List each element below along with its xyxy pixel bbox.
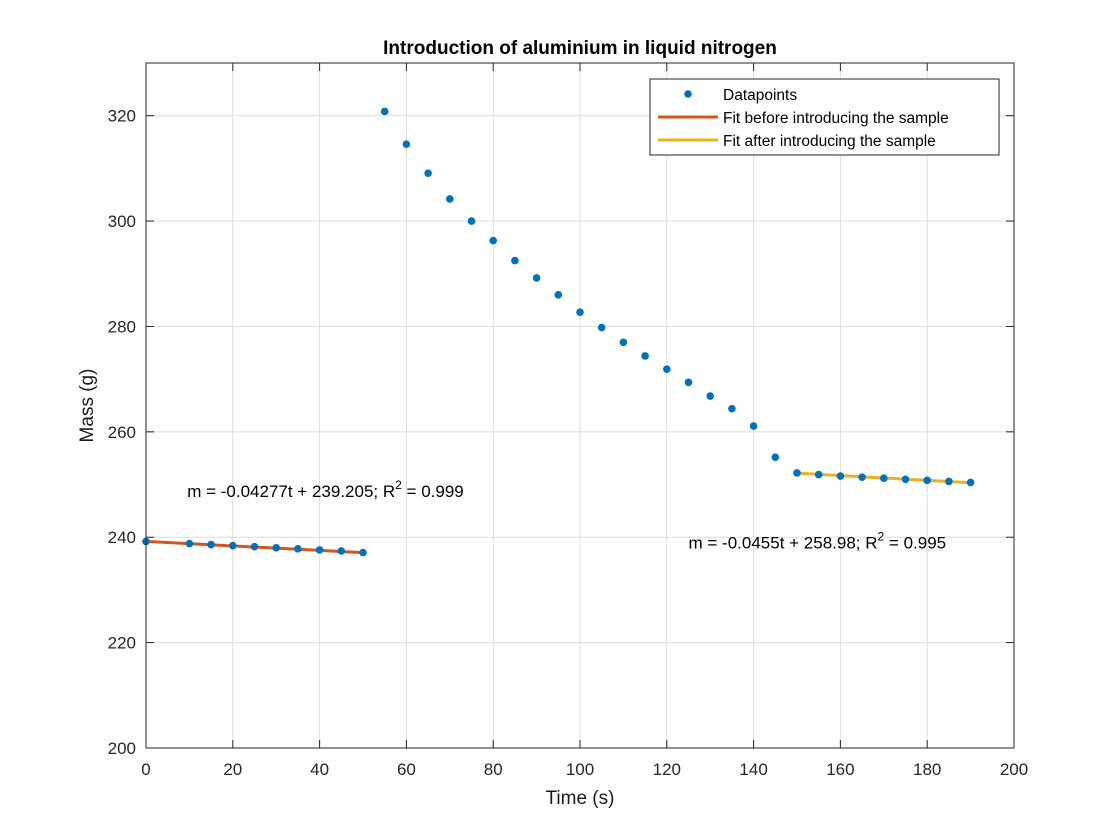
datapoint-marker <box>793 469 801 477</box>
y-axis-label: Mass (g) <box>77 369 98 443</box>
x-tick-label: 140 <box>739 760 767 779</box>
x-tick-label: 160 <box>826 760 854 779</box>
datapoint-marker <box>619 338 628 347</box>
x-axis-label: Time (s) <box>546 788 615 809</box>
datapoint-marker <box>359 548 367 557</box>
datapoint-marker <box>663 365 671 373</box>
datapoint-marker <box>728 404 736 413</box>
datapoint-marker <box>749 422 758 430</box>
datapoints <box>142 107 975 557</box>
datapoint-marker <box>706 392 714 400</box>
datapoint-marker <box>966 478 975 487</box>
datapoint-marker <box>532 274 541 282</box>
datapoint-marker <box>576 308 584 317</box>
y-tick-label: 220 <box>108 634 136 653</box>
datapoint-marker <box>554 291 563 299</box>
datapoint-marker <box>467 217 476 225</box>
fit-equation-label: m = -0.0455t + 258.98; R2 = 0.995 <box>689 529 947 552</box>
x-tick-label: 20 <box>223 760 242 779</box>
datapoint-marker <box>207 540 215 549</box>
datapoint-marker <box>771 453 780 461</box>
x-tick-label: 60 <box>397 760 416 779</box>
datapoint-marker <box>836 472 845 480</box>
x-tick-label: 120 <box>653 760 681 779</box>
equation-text: m = -0.0455t + 258.98; R <box>689 533 878 552</box>
datapoint-marker <box>294 545 302 553</box>
chart-title: Introduction of aluminium in liquid nitr… <box>383 38 777 59</box>
x-tick-labels: 0 20 40 60 80 100 120 140 160 180 200 <box>141 760 1028 779</box>
datapoint-marker <box>684 378 693 387</box>
equation-superscript: 2 <box>395 478 402 492</box>
datapoint-marker <box>945 477 953 486</box>
datapoint-marker <box>337 547 346 555</box>
y-tick-label: 280 <box>108 317 136 336</box>
ticks <box>145 63 1015 749</box>
datapoint-marker <box>511 256 519 265</box>
fit-equation-label: m = -0.04277t + 239.205; R2 = 0.999 <box>187 478 464 501</box>
datapoint-marker <box>250 542 259 551</box>
legend-entry-label: Fit before introducing the sample <box>723 110 949 127</box>
x-tick-label: 40 <box>310 760 329 779</box>
datapoint-marker <box>446 195 454 203</box>
equation-text-end: = 0.999 <box>402 482 464 501</box>
legend: Datapoints Fit before introducing the sam… <box>649 78 1000 156</box>
datapoint-marker <box>229 541 237 550</box>
datapoint-marker <box>489 236 498 245</box>
y-tick-label: 320 <box>108 107 136 126</box>
y-tick-label: 300 <box>108 212 136 231</box>
x-tick-label: 80 <box>484 760 503 779</box>
datapoint-marker <box>424 169 432 177</box>
datapoint-marker <box>185 539 194 548</box>
datapoint-marker <box>858 473 866 481</box>
x-tick-label: 180 <box>913 760 941 779</box>
equation-text-end: = 0.995 <box>884 533 946 552</box>
datapoint-marker <box>597 323 606 332</box>
y-tick-label: 200 <box>108 739 136 758</box>
x-tick-label: 200 <box>1000 760 1028 779</box>
x-tick-label: 100 <box>566 760 594 779</box>
datapoint-marker <box>402 140 411 148</box>
legend-entry-label: Fit after introducing the sample <box>723 133 936 150</box>
y-tick-label: 240 <box>108 528 136 547</box>
datapoint-marker <box>641 352 649 360</box>
datapoint-marker <box>272 543 281 552</box>
equation-superscript: 2 <box>878 529 885 543</box>
legend-entry-label: Datapoints <box>723 87 797 104</box>
datapoint-marker <box>315 546 324 554</box>
equation-text: m = -0.04277t + 239.205; R <box>187 482 395 501</box>
datapoint-marker <box>901 475 910 484</box>
y-tick-labels: 200 220 240 260 280 300 320 <box>108 107 136 758</box>
y-tick-label: 260 <box>108 423 136 442</box>
datapoint-marker <box>380 107 389 116</box>
legend-marker <box>684 90 692 98</box>
x-tick-label: 0 <box>141 760 150 779</box>
datapoint-marker <box>814 470 823 479</box>
datapoint-marker <box>880 474 888 483</box>
datapoint-marker <box>923 476 931 485</box>
